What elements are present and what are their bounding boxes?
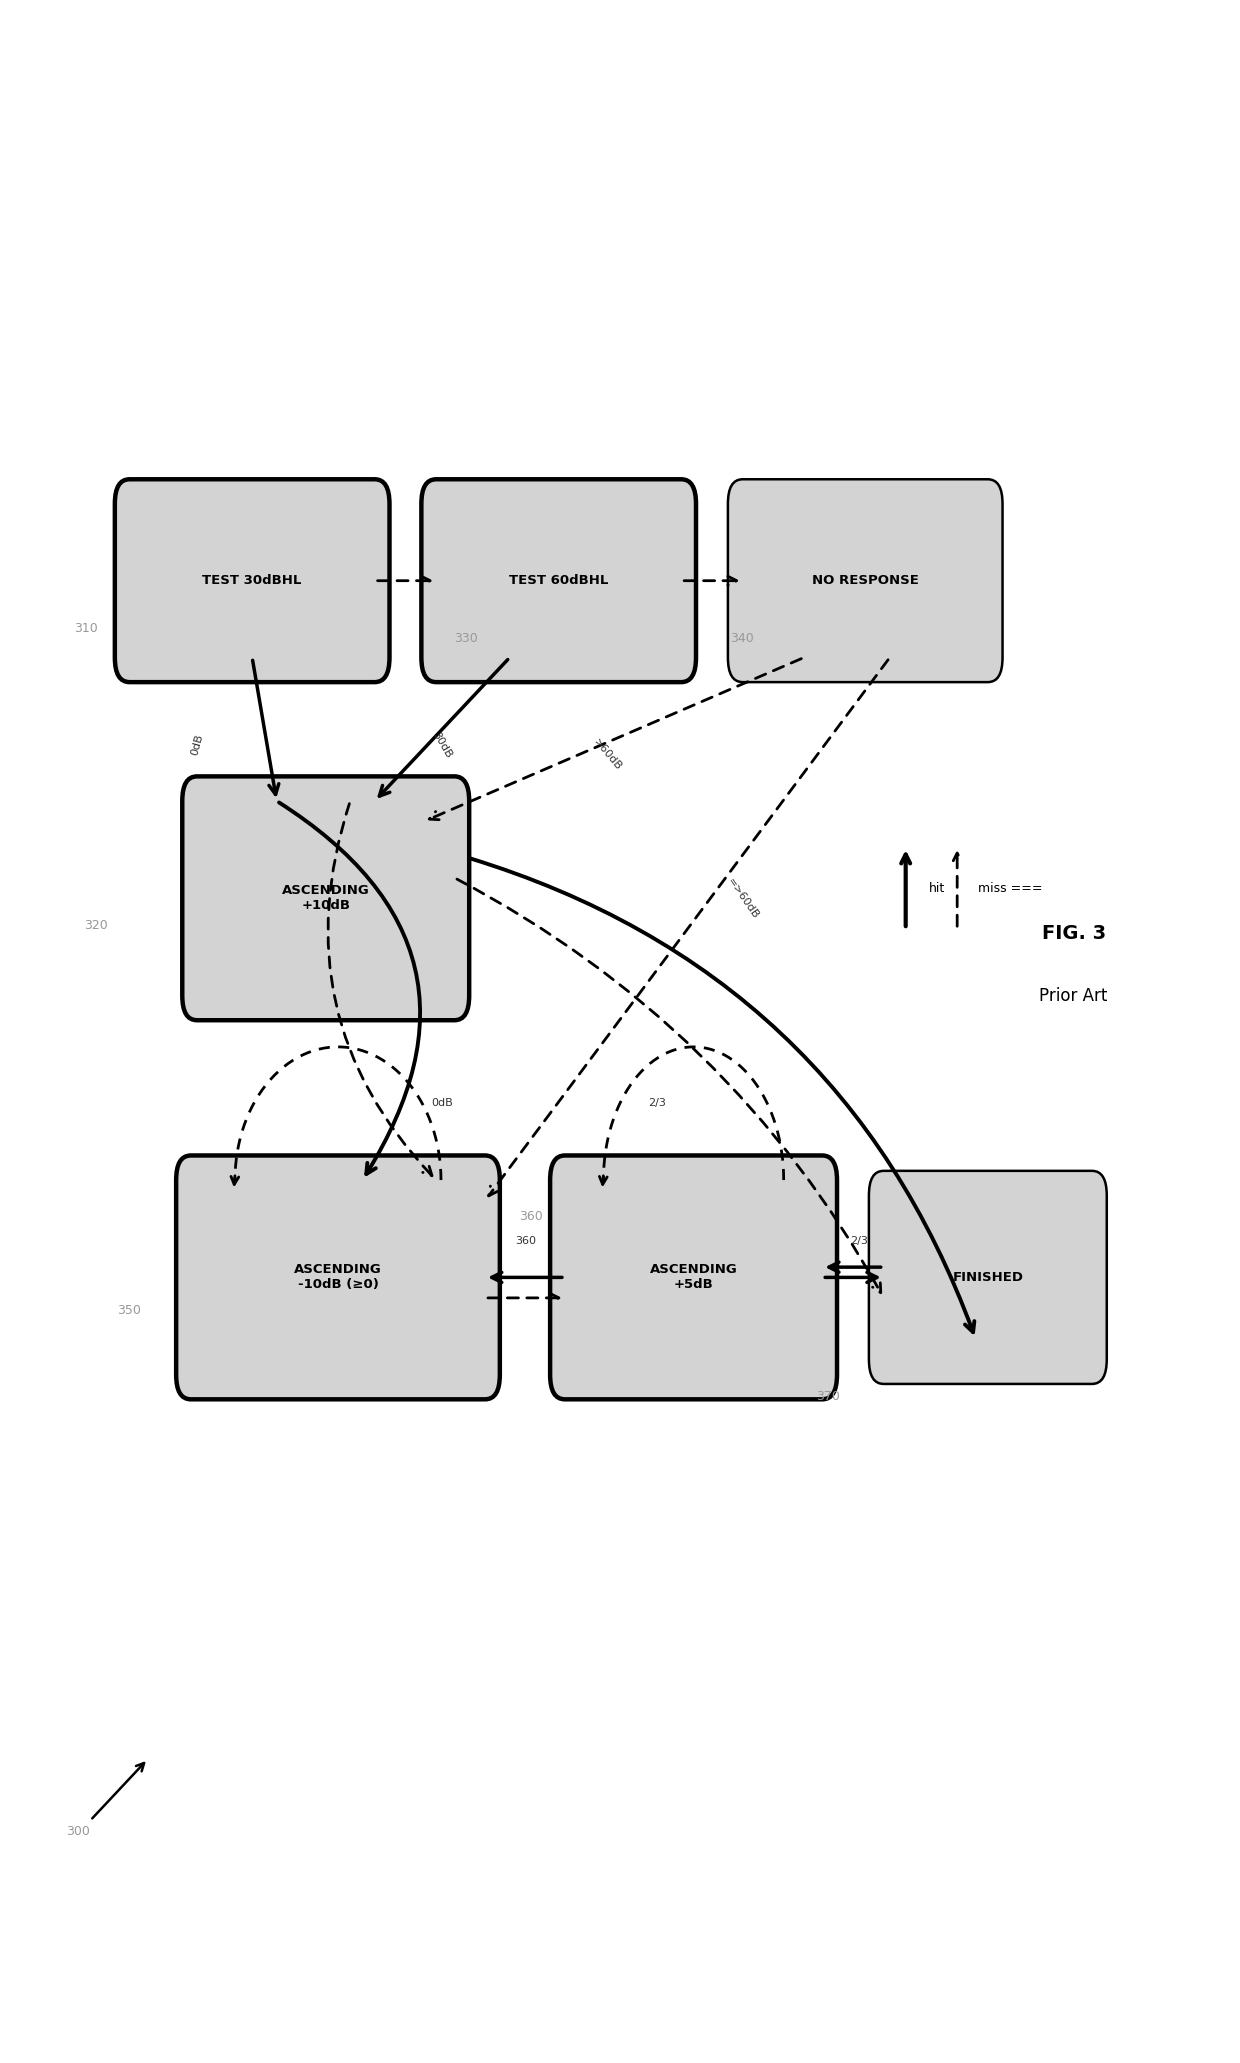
Text: 360: 360 xyxy=(520,1211,543,1223)
Text: 0dB: 0dB xyxy=(190,732,205,757)
Text: 2/3: 2/3 xyxy=(851,1236,868,1246)
FancyBboxPatch shape xyxy=(422,479,696,683)
FancyBboxPatch shape xyxy=(182,776,469,1021)
Text: hit: hit xyxy=(929,881,945,895)
Text: FIG. 3: FIG. 3 xyxy=(1042,924,1106,943)
FancyBboxPatch shape xyxy=(176,1155,500,1399)
Text: 350: 350 xyxy=(118,1304,141,1318)
Text: TEST 60dBHL: TEST 60dBHL xyxy=(508,574,609,588)
Text: 360: 360 xyxy=(515,1236,536,1246)
Text: Prior Art: Prior Art xyxy=(1039,986,1107,1005)
Text: 30dB: 30dB xyxy=(430,730,454,759)
Text: 340: 340 xyxy=(730,631,754,646)
Text: miss ===: miss === xyxy=(978,881,1043,895)
Text: 310: 310 xyxy=(74,621,98,635)
Text: 330: 330 xyxy=(455,631,479,646)
Text: ASCENDING
+10dB: ASCENDING +10dB xyxy=(281,885,370,912)
Text: =>60dB: =>60dB xyxy=(725,877,760,920)
Text: ASCENDING
+5dB: ASCENDING +5dB xyxy=(650,1263,738,1291)
Text: 0dB: 0dB xyxy=(432,1098,453,1108)
Text: 370: 370 xyxy=(816,1390,839,1403)
FancyBboxPatch shape xyxy=(728,479,1003,683)
Text: ASCENDING
-10dB (≥0): ASCENDING -10dB (≥0) xyxy=(294,1263,382,1291)
Text: 320: 320 xyxy=(84,918,108,932)
FancyBboxPatch shape xyxy=(551,1155,837,1399)
FancyBboxPatch shape xyxy=(869,1172,1107,1384)
Text: 2/3: 2/3 xyxy=(647,1098,666,1108)
Text: >60dB: >60dB xyxy=(591,736,624,774)
Text: 300: 300 xyxy=(66,1826,89,1838)
Text: TEST 30dBHL: TEST 30dBHL xyxy=(202,574,301,588)
Text: NO RESPONSE: NO RESPONSE xyxy=(812,574,919,588)
FancyBboxPatch shape xyxy=(115,479,389,683)
Text: FINISHED: FINISHED xyxy=(952,1271,1023,1283)
